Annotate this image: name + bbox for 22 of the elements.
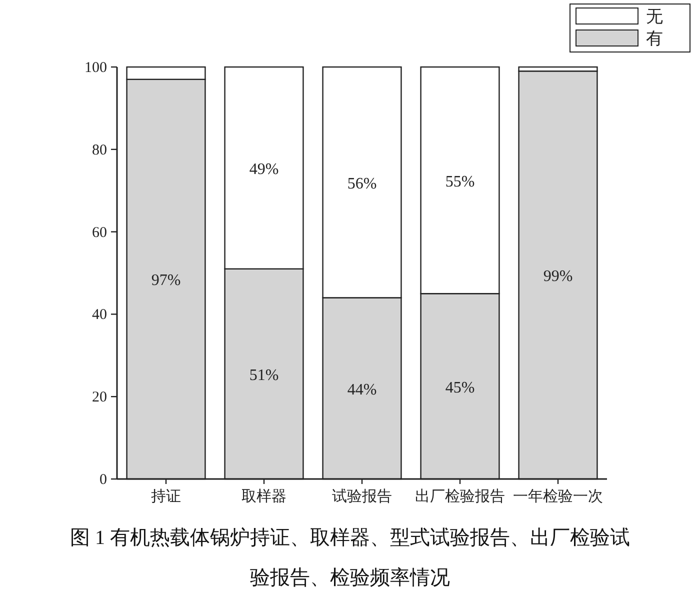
data-label: 49% <box>249 160 279 178</box>
y-tick-label: 80 <box>92 142 107 158</box>
x-tick-label: 持证 <box>151 488 181 505</box>
data-label: 51% <box>249 366 279 384</box>
legend-label: 有 <box>646 29 663 48</box>
data-label: 55% <box>445 173 475 190</box>
y-tick-label: 0 <box>100 472 107 488</box>
y-tick-label: 40 <box>92 307 107 324</box>
data-label: 97% <box>151 272 181 290</box>
data-label: 45% <box>445 379 475 396</box>
x-tick-label: 一年检验一次 <box>513 488 603 505</box>
y-tick-label: 20 <box>92 390 107 406</box>
text: 图 1 有机热载体锅炉持证、取样器、型式试验报告、出厂检验试验报告、检验频率情况 <box>70 526 630 591</box>
data-label: 56% <box>347 175 377 192</box>
x-tick-label: 试验报告 <box>332 488 392 505</box>
x-tick-label: 出厂检验报告 <box>415 488 505 505</box>
x-tick-label: 取样器 <box>242 488 286 505</box>
data-label: 44% <box>347 381 377 398</box>
y-tick-label: 100 <box>84 60 107 76</box>
data-label: 99% <box>543 268 573 286</box>
legend-label: 无 <box>646 7 663 26</box>
y-tick-label: 60 <box>92 224 107 241</box>
